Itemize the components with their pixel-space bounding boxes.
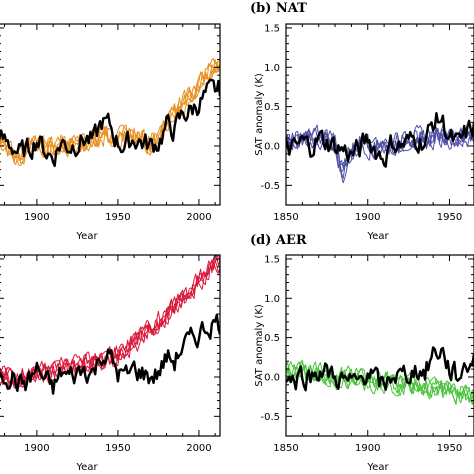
x-tick-label: 1950: [437, 443, 462, 454]
y-tick-label: 0.0: [264, 372, 280, 383]
ensemble-line-5: [0, 255, 220, 384]
ensemble-line-3: [286, 359, 474, 404]
y-tick-label: 0.5: [264, 333, 280, 344]
y-tick-label: 1.5: [264, 23, 280, 34]
y-tick-label: 1.0: [264, 294, 280, 305]
panel-title: (d) AER: [250, 233, 307, 248]
x-tick-label: 1900: [24, 443, 49, 454]
x-tick-label: 1950: [105, 443, 130, 454]
x-axis-label: Year: [366, 231, 389, 242]
y-tick-label: 0.0: [264, 141, 280, 152]
observed-line: [0, 78, 220, 168]
x-axis-label: Year: [75, 231, 98, 242]
y-tick-label: 1.0: [264, 63, 280, 74]
x-tick-label: 1850: [273, 212, 298, 223]
y-axis-label: SAT anomaly (K): [254, 304, 265, 387]
panel-b: 1850 1900 1950 -0.5 0.0 0.5 1.0 1.5 Year SAT anom…: [250, 1, 474, 242]
y-tick-label: -0.5: [260, 412, 280, 423]
x-tick-label: 2000: [186, 212, 211, 223]
plot-area: [0, 255, 220, 395]
axes-frame: [285, 254, 474, 437]
plot-area: [0, 57, 220, 168]
observed-line: [286, 112, 474, 168]
plot-area: [286, 112, 474, 184]
observed-line: [0, 313, 220, 395]
axes-frame: [285, 23, 474, 206]
y-axis-label: SAT anomaly (K): [254, 73, 265, 156]
observed-line: [286, 346, 474, 392]
x-tick-label: 1900: [24, 212, 49, 223]
ensemble-line-4: [0, 255, 220, 388]
panel-d: 1850 1900 1950 -0.5 0.0 0.5 1.0 1.5 Year SAT anom…: [250, 233, 474, 473]
y-tick-label: 1.5: [264, 254, 280, 265]
x-tick-label: 1950: [437, 212, 462, 223]
ensemble-line-5: [0, 59, 220, 166]
x-tick-label: 1900: [355, 443, 380, 454]
plot-area: [286, 346, 474, 405]
x-tick-label: 1900: [355, 212, 380, 223]
panel-title: (b) NAT: [250, 1, 307, 16]
y-tick-label: 0.5: [264, 102, 280, 113]
panel-c: 1900 1950 2000 Year: [0, 254, 221, 473]
x-axis-label: Year: [75, 462, 98, 473]
panel-a: 1900 1950 2000 Year: [0, 23, 221, 242]
y-tick-label: -0.5: [260, 181, 280, 192]
axes-frame: [0, 254, 221, 437]
x-tick-label: 1850: [273, 443, 298, 454]
x-tick-label: 2000: [186, 443, 211, 454]
x-tick-label: 1950: [105, 212, 130, 223]
x-axis-label: Year: [366, 462, 389, 473]
ensemble-line-1: [0, 255, 220, 388]
